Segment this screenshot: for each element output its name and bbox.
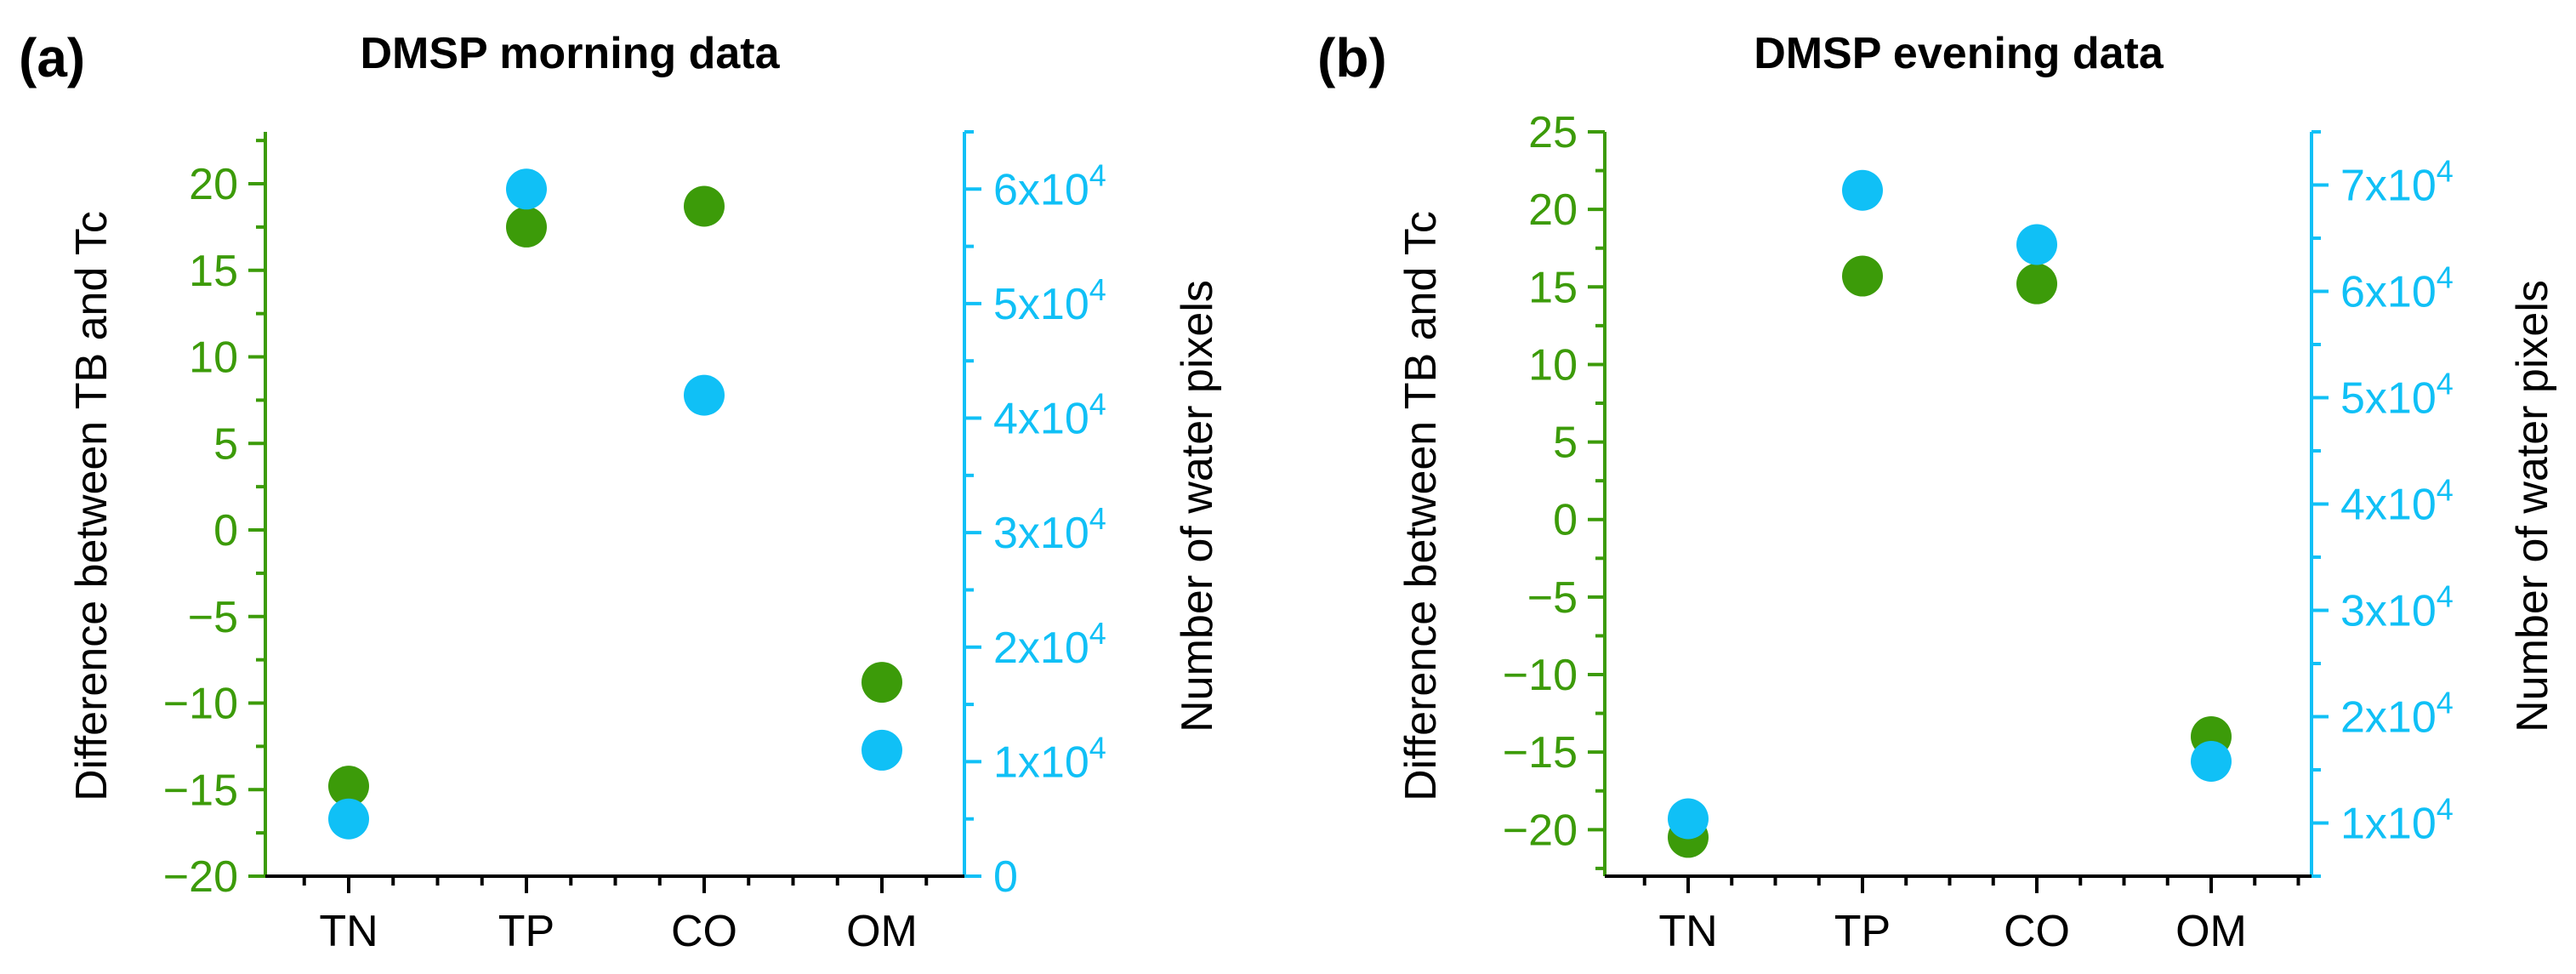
chart-panel-b: 25 20 15 10 5 0 −5 −10 −15 −20 1x104 2x104 3x104 4x10… [1503, 108, 2454, 956]
left-tick-label: −15 [163, 766, 238, 815]
right-tick-label: 4x104 [993, 387, 1106, 444]
left-tick-label: −5 [1527, 573, 1578, 623]
right-tick-label: 2x104 [2340, 686, 2454, 743]
left-tick-label: 15 [1528, 263, 1578, 312]
right-tick-label: 5x104 [993, 272, 1106, 329]
point-difference-om-a [862, 662, 902, 703]
point-water-pixels-om-b [2191, 741, 2232, 782]
right-tick-label: 1x104 [2340, 792, 2454, 849]
panel-label-b: (b) [1317, 27, 1387, 88]
left-tick-label: 15 [189, 247, 238, 296]
chart-panel-a: 20 15 10 5 0 −5 −10 −15 −20 0 1x104 2x104 3x104 4x104… [163, 130, 1106, 956]
x-tick-label-co: CO [2004, 907, 2070, 956]
right-tick-label: 6x104 [993, 157, 1106, 214]
left-tick-label: 0 [213, 506, 238, 555]
x-tick-label-tn: TN [1658, 907, 1717, 956]
left-tick-label: 25 [1528, 108, 1578, 157]
left-tick-label: 20 [189, 160, 238, 209]
left-tick-label: −20 [163, 852, 238, 902]
point-water-pixels-tp-a [506, 168, 547, 210]
right-tick-label: 5x104 [2340, 367, 2454, 424]
point-water-pixels-tn-b [1668, 798, 1709, 840]
left-tick-label: −5 [188, 593, 238, 642]
ylabel-left-b: Difference between TB and Tc [1396, 211, 1446, 801]
left-tick-label: 10 [1528, 340, 1578, 390]
point-difference-tp-a [506, 206, 547, 248]
right-tick-label: 7x104 [2340, 154, 2454, 211]
x-tick-label-om: OM [2175, 907, 2247, 956]
left-tick-label: 5 [1553, 419, 1578, 468]
point-water-pixels-om-a [862, 729, 902, 771]
left-tick-label: 10 [189, 333, 238, 383]
left-tick-label: −15 [1503, 728, 1578, 777]
right-tick-label: 6x104 [2340, 260, 2454, 317]
point-water-pixels-co-b [2016, 224, 2057, 265]
right-tick-label: 3x104 [993, 501, 1106, 558]
ylabel-right-b: Number of water pixels [2508, 280, 2557, 732]
x-tick-label-om: OM [846, 907, 918, 956]
left-tick-label: −10 [1503, 651, 1578, 700]
ylabel-left-a: Difference between TB and Tc [67, 211, 117, 801]
right-tick-label: 3x104 [2340, 579, 2454, 636]
right-tick-label: 0 [993, 852, 1018, 902]
ylabel-right-a: Number of water pixels [1173, 280, 1222, 732]
right-tick-label: 4x104 [2340, 473, 2454, 530]
right-tick-label: 1x104 [993, 730, 1106, 787]
point-water-pixels-tp-b [1842, 169, 1883, 211]
left-tick-label: −20 [1503, 806, 1578, 855]
left-tick-label: 5 [213, 419, 238, 469]
point-difference-tp-b [1842, 255, 1883, 297]
point-water-pixels-co-a [684, 374, 725, 416]
point-difference-tn-a [328, 766, 369, 807]
x-tick-label-co: CO [671, 907, 737, 956]
x-tick-label-tn: TN [319, 907, 378, 956]
left-tick-label: 20 [1528, 185, 1578, 235]
right-tick-label: 2x104 [993, 616, 1106, 673]
chart-title-b: DMSP evening data [1754, 29, 2164, 78]
point-difference-co-a [684, 185, 725, 227]
chart-title-a: DMSP morning data [360, 29, 780, 78]
x-tick-label-tp: TP [1834, 907, 1891, 956]
point-difference-co-b [2016, 263, 2057, 305]
panel-label-a: (a) [19, 27, 85, 88]
left-tick-label: −10 [163, 680, 238, 729]
point-water-pixels-tn-a [328, 798, 369, 840]
left-tick-label: 0 [1553, 496, 1578, 545]
x-tick-label-tp: TP [498, 907, 554, 956]
